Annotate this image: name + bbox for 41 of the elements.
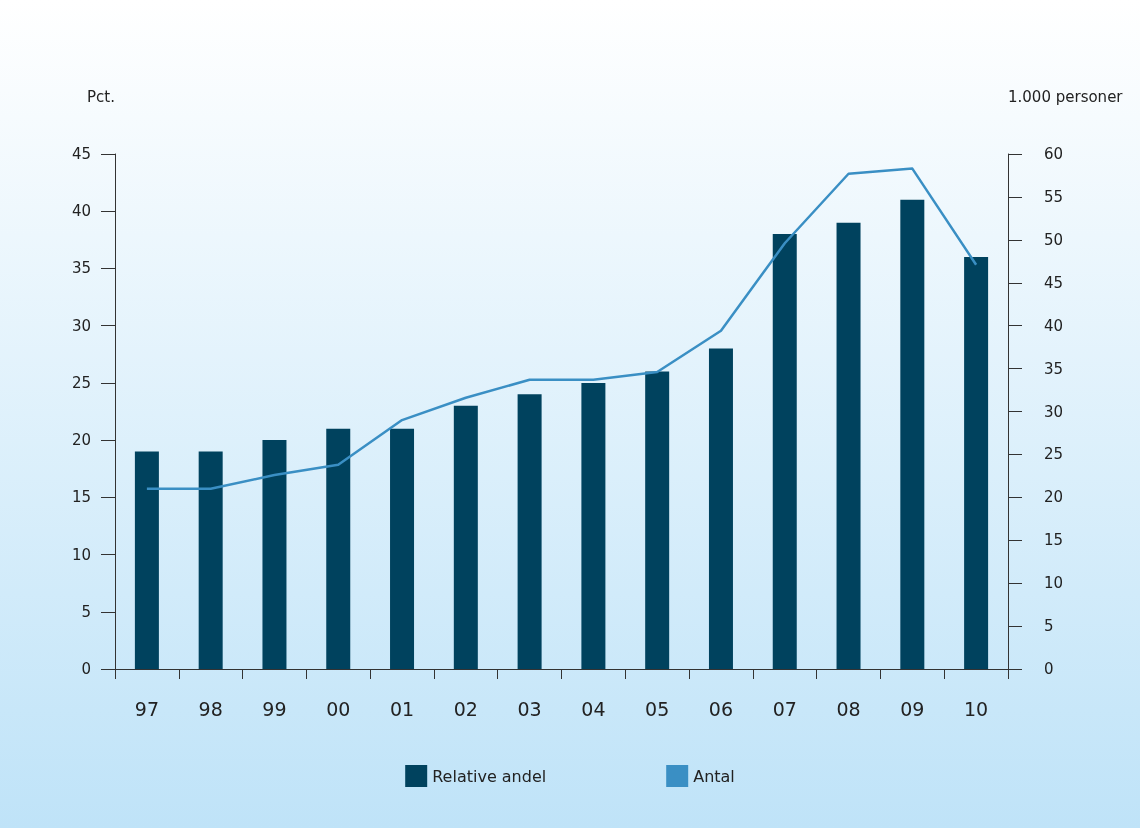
y-tick-label: 0 <box>81 660 91 678</box>
y2-tick-label: 50 <box>1044 230 1064 249</box>
y2-tick-label: 55 <box>1044 187 1064 206</box>
x-tick-label: 98 <box>198 697 223 720</box>
y2-tick-label: 25 <box>1044 445 1064 464</box>
y2-tick-label: 5 <box>1044 617 1054 636</box>
x-tick-label: 02 <box>453 697 478 720</box>
legend-label: Relative andel <box>432 766 547 786</box>
y-tick-label: 15 <box>71 488 91 507</box>
y2-tick-label: 10 <box>1044 574 1064 593</box>
y-tick-label: 25 <box>71 373 91 392</box>
y2-tick-label: 45 <box>1044 273 1064 292</box>
x-tick-label: 97 <box>134 697 159 720</box>
y2-tick-label: 35 <box>1044 359 1064 378</box>
y-tick-label: 30 <box>71 316 91 335</box>
x-tick-label: 06 <box>708 697 734 720</box>
x-tick-label: 08 <box>836 697 861 720</box>
x-tick-label: 01 <box>389 697 415 720</box>
y2-tick-label: 60 <box>1044 145 1064 163</box>
x-tick-label: 10 <box>964 697 989 720</box>
y2-tick-label: 0 <box>1044 660 1054 678</box>
x-tick-label: 03 <box>517 697 542 720</box>
y-tick-label: 35 <box>71 259 91 278</box>
y-tick-label: 5 <box>81 602 91 621</box>
y-axis-title: Pct. <box>87 87 115 106</box>
y-tick-label: 45 <box>71 145 91 163</box>
y2-tick-label: 15 <box>1044 531 1064 550</box>
y2-tick-label: 20 <box>1044 488 1064 507</box>
y2-tick-label: 40 <box>1044 316 1064 335</box>
legend-label: Antal <box>693 766 735 786</box>
x-tick-label: 05 <box>645 697 670 720</box>
x-tick-label: 07 <box>772 697 797 720</box>
x-tick-label: 09 <box>900 697 925 720</box>
y-tick-label: 40 <box>71 202 91 221</box>
y-tick-label: 10 <box>71 545 91 564</box>
x-tick-label: 00 <box>326 697 351 720</box>
x-tick-label: 99 <box>262 697 287 720</box>
y2-tick-label: 30 <box>1044 402 1064 421</box>
x-tick-label: 04 <box>581 697 606 720</box>
y-tick-label: 20 <box>71 431 91 450</box>
y2-axis-title: 1.000 personer <box>1008 87 1124 106</box>
